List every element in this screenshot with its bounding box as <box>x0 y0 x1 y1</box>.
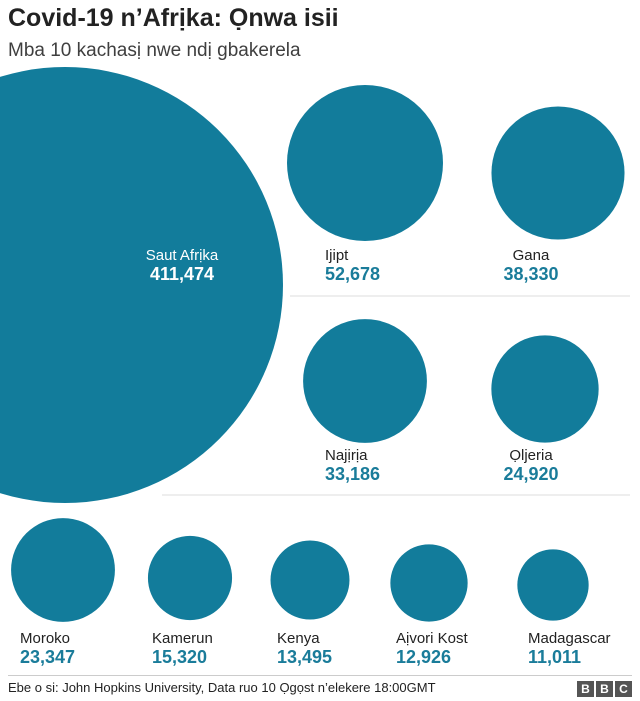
country-label: Aịvori Kost <box>396 630 469 647</box>
value-label: 38,330 <box>503 264 558 284</box>
value-label: 52,678 <box>325 264 380 284</box>
chart-subtitle: Mba 10 kachasị nwe ndị gbakerela <box>8 40 301 61</box>
footer-divider <box>8 675 632 676</box>
value-label: 13,495 <box>277 647 332 667</box>
country-label: Gana <box>513 247 550 264</box>
country-label: Madagascar <box>528 630 611 647</box>
value-label: 12,926 <box>396 647 451 667</box>
bubble <box>303 319 427 443</box>
source-note: Ebe o si: John Hopkins University, Data … <box>8 680 436 695</box>
row-dividers <box>162 295 630 496</box>
bubble <box>517 549 589 621</box>
country-label: Moroko <box>20 630 70 647</box>
country-label: Saut Afrịka <box>146 247 219 264</box>
bubble <box>491 106 625 240</box>
value-label: 33,186 <box>325 464 380 484</box>
bubble <box>491 335 599 443</box>
bubble <box>270 540 350 620</box>
logo-letter: B <box>596 681 613 697</box>
logo-letter: B <box>577 681 594 697</box>
bubbles <box>0 67 625 622</box>
bbc-logo: B B C <box>577 681 632 697</box>
value-label: 15,320 <box>152 647 207 667</box>
country-label: Najịrịa <box>325 447 368 464</box>
logo-letter: C <box>615 681 632 697</box>
country-label: Kenya <box>277 630 320 647</box>
value-label: 24,920 <box>503 464 558 484</box>
country-label: Ọljeria <box>509 447 553 464</box>
value-label: 411,474 <box>150 264 214 284</box>
bubble <box>11 518 115 622</box>
bubble <box>390 544 468 622</box>
value-label: 11,011 <box>528 647 581 667</box>
country-label: Ijipt <box>325 247 349 264</box>
bubble <box>147 535 233 621</box>
country-label: Kamerun <box>152 630 213 647</box>
bubble <box>0 67 283 503</box>
bubble <box>287 85 443 241</box>
value-label: 23,347 <box>20 647 75 667</box>
chart-title: Covid-19 n’Afrịka: Ọnwa isii <box>8 4 339 32</box>
